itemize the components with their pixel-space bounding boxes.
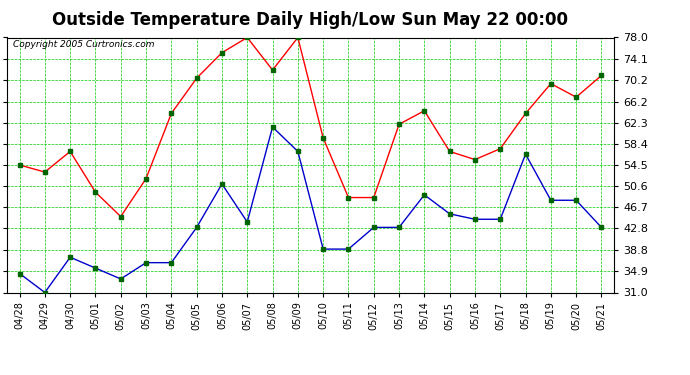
Text: Copyright 2005 Curtronics.com: Copyright 2005 Curtronics.com xyxy=(13,40,155,49)
Text: Outside Temperature Daily High/Low Sun May 22 00:00: Outside Temperature Daily High/Low Sun M… xyxy=(52,11,569,29)
